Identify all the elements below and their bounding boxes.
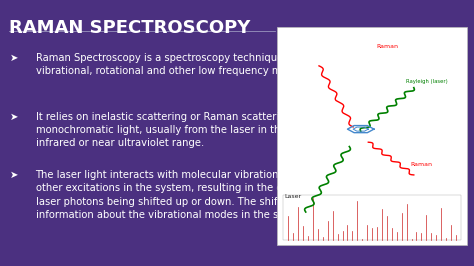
Text: ➤: ➤ xyxy=(9,112,18,122)
FancyBboxPatch shape xyxy=(283,194,461,240)
Text: Laser: Laser xyxy=(285,194,302,199)
FancyBboxPatch shape xyxy=(277,27,467,245)
Text: ➤: ➤ xyxy=(9,53,18,63)
Text: RAMAN SPECTROSCOPY: RAMAN SPECTROSCOPY xyxy=(9,19,251,37)
Text: Raman: Raman xyxy=(376,44,398,49)
Text: Rayleigh (laser): Rayleigh (laser) xyxy=(406,79,448,84)
Text: It relies on inelastic scattering or Raman scattering, of
monochromatic light, u: It relies on inelastic scattering or Ram… xyxy=(36,112,350,148)
Text: Raman Spectroscopy is a spectroscopy technique used to observe
vibrational, rota: Raman Spectroscopy is a spectroscopy tec… xyxy=(36,53,369,76)
Text: ➤: ➤ xyxy=(9,170,18,180)
Text: Raman: Raman xyxy=(410,162,432,167)
Text: The laser light interacts with molecular vibrations, phonons or
other excitation: The laser light interacts with molecular… xyxy=(36,170,361,220)
